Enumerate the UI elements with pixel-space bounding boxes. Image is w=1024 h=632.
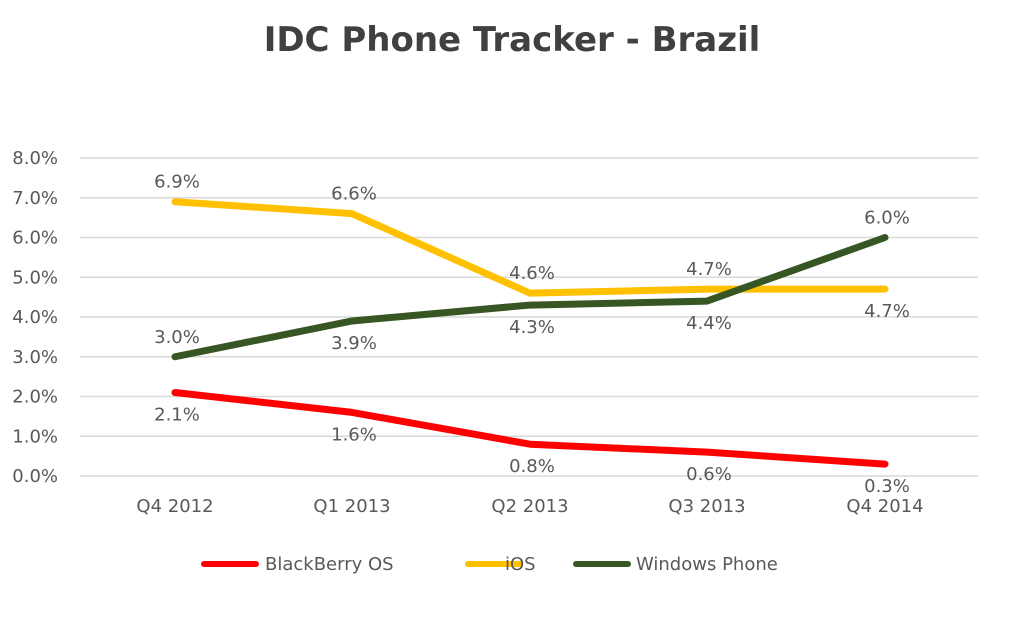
- data-label: 4.3%: [509, 317, 555, 338]
- legend-label: iOS: [505, 554, 536, 575]
- y-tick-label: 1.0%: [12, 426, 58, 447]
- y-tick-label: 6.0%: [12, 228, 58, 249]
- x-axis: Q4 2012 Q1 2013 Q2 2013 Q3 2013 Q4 2014: [136, 496, 923, 517]
- data-label: 6.0%: [864, 208, 910, 229]
- series-line-ios: [171, 198, 889, 297]
- data-label: 3.0%: [154, 327, 200, 348]
- x-tick-label: Q3 2013: [668, 496, 745, 517]
- series-line-blackberry-os: [171, 389, 889, 468]
- data-label: 4.4%: [686, 313, 732, 334]
- y-tick-label: 4.0%: [12, 307, 58, 328]
- legend: BlackBerry OS iOS Windows Phone: [201, 554, 778, 575]
- y-tick-label: 8.0%: [12, 148, 58, 169]
- y-axis: 0.0% 1.0% 2.0% 3.0% 4.0% 5.0% 6.0% 7.0% 8.0%: [12, 148, 58, 487]
- series-lines: [171, 198, 889, 468]
- series-line-windows-phone: [171, 234, 889, 361]
- data-label: 4.6%: [509, 263, 555, 284]
- data-label: 6.6%: [331, 184, 377, 205]
- data-label: 4.7%: [686, 259, 732, 280]
- x-tick-label: Q2 2013: [491, 496, 568, 517]
- data-label: 6.9%: [154, 172, 200, 193]
- data-labels: 2.1% 1.6% 0.8% 0.6% 0.3% 6.9% 6.6% 4.6% 4.7% 4.7%…: [154, 172, 910, 497]
- y-tick-label: 5.0%: [12, 267, 58, 288]
- x-tick-label: Q4 2012: [136, 496, 213, 517]
- data-label: 3.9%: [331, 333, 377, 354]
- data-label: 1.6%: [331, 424, 377, 445]
- x-tick-label: Q1 2013: [313, 496, 390, 517]
- data-label: 2.1%: [154, 405, 200, 426]
- x-tick-label: Q4 2014: [846, 496, 923, 517]
- y-tick-label: 2.0%: [12, 387, 58, 408]
- y-tick-label: 0.0%: [12, 466, 58, 487]
- y-tick-label: 7.0%: [12, 188, 58, 209]
- data-label: 0.8%: [509, 456, 555, 477]
- chart-title: IDC Phone Tracker - Brazil: [263, 20, 761, 60]
- legend-label: Windows Phone: [636, 554, 778, 575]
- data-label: 0.3%: [864, 476, 910, 497]
- data-label: 4.7%: [864, 301, 910, 322]
- data-label: 0.6%: [686, 464, 732, 485]
- y-tick-label: 3.0%: [12, 347, 58, 368]
- legend-label: BlackBerry OS: [265, 554, 394, 575]
